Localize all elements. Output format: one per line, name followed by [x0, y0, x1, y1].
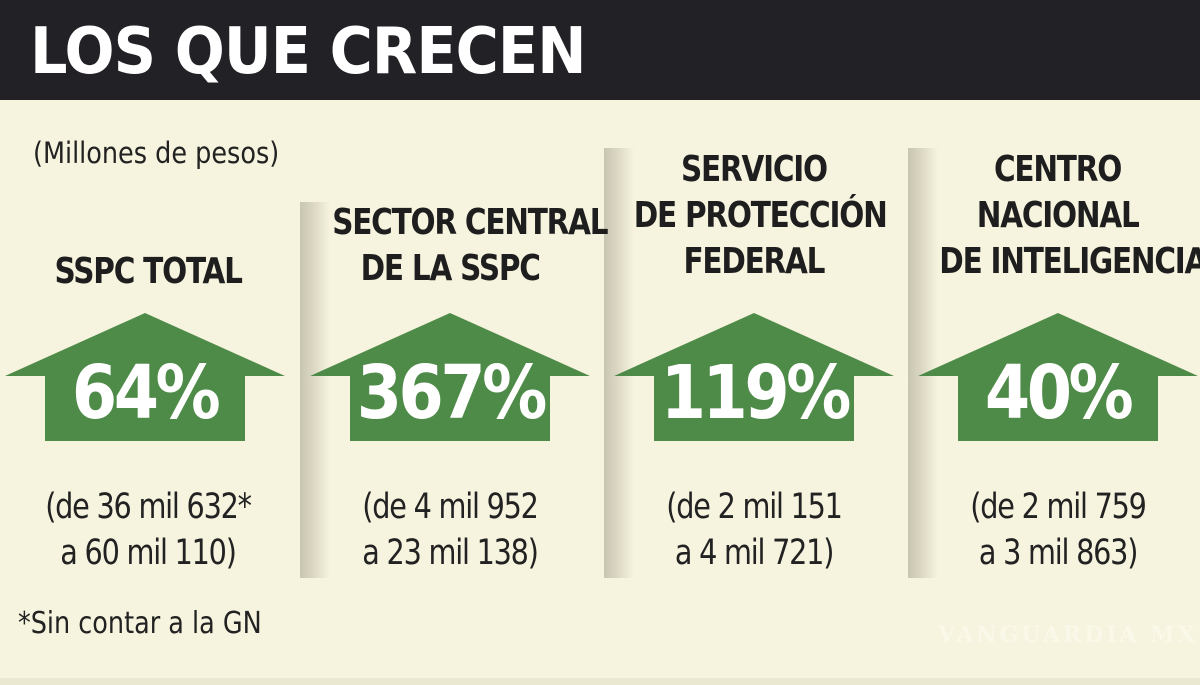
column-title: SECTOR CENTRAL DE LA SSPC	[302, 200, 608, 292]
watermark-logo: VANGUARDIA MX	[938, 622, 1198, 648]
range-line: a 23 mil 138)	[362, 533, 539, 573]
range-line: a 4 mil 721)	[674, 533, 835, 573]
column-title-line: SECTOR CENTRAL	[332, 202, 608, 243]
column-title-line: FEDERAL	[683, 241, 826, 282]
footnote: *Sin contar a la GN	[18, 606, 262, 641]
range-line: a 3 mil 863)	[978, 533, 1139, 573]
column-title-line: DE INTELIGENCIA	[939, 241, 1200, 282]
column-centro-nacional: CENTRO NACIONAL DE INTELIGENCIA 40% (de …	[910, 0, 1200, 685]
range-text: (de 36 mil 632* a 60 mil 110)	[0, 484, 296, 576]
range-line: (de 2 mil 151	[666, 487, 843, 527]
column-title-line: SSPC TOTAL	[54, 251, 242, 292]
column-title-line: DE LA SSPC	[360, 248, 540, 289]
range-line: (de 36 mil 632*	[45, 487, 252, 527]
column-divider	[300, 202, 330, 578]
column-title-line: NACIONAL	[977, 195, 1140, 236]
column-sspc-total: SSPC TOTAL 64% (de 36 mil 632* a 60 mil …	[0, 0, 296, 685]
column-title: SSPC TOTAL	[0, 249, 296, 295]
range-line: (de 2 mil 759	[970, 487, 1147, 527]
range-line: a 60 mil 110)	[60, 533, 237, 573]
column-title: CENTRO NACIONAL DE INTELIGENCIA	[910, 147, 1200, 285]
column-divider	[908, 148, 938, 578]
percent-value: 64%	[72, 350, 221, 436]
up-arrow-icon: 40%	[918, 313, 1198, 441]
bottom-border	[0, 678, 1200, 685]
up-arrow-icon: 367%	[310, 313, 590, 441]
header-bar: LOS QUE CRECEN	[0, 0, 1200, 100]
column-title-line: SERVICIO	[681, 149, 828, 190]
range-text: (de 4 mil 952 a 23 mil 138)	[302, 484, 598, 576]
column-title-line: CENTRO	[994, 149, 1122, 190]
page-title: LOS QUE CRECEN	[30, 15, 586, 89]
column-title-line: DE PROTECCIÓN	[633, 195, 888, 236]
percent-value: 367%	[356, 350, 547, 436]
column-sector-central: SECTOR CENTRAL DE LA SSPC 367% (de 4 mil…	[302, 0, 609, 685]
range-text: (de 2 mil 759 a 3 mil 863)	[910, 484, 1200, 576]
range-line: (de 4 mil 952	[362, 487, 539, 527]
units-label: (Millones de pesos)	[33, 136, 280, 170]
column-title: SERVICIO DE PROTECCIÓN FEDERAL	[606, 147, 902, 285]
column-divider	[604, 148, 634, 578]
percent-value: 40%	[985, 350, 1134, 436]
column-servicio-proteccion: SERVICIO DE PROTECCIÓN FEDERAL 119% (de …	[606, 0, 902, 685]
up-arrow-icon: 119%	[614, 313, 894, 441]
percent-value: 119%	[660, 350, 851, 436]
range-text: (de 2 mil 151 a 4 mil 721)	[606, 484, 902, 576]
up-arrow-icon: 64%	[5, 313, 285, 441]
